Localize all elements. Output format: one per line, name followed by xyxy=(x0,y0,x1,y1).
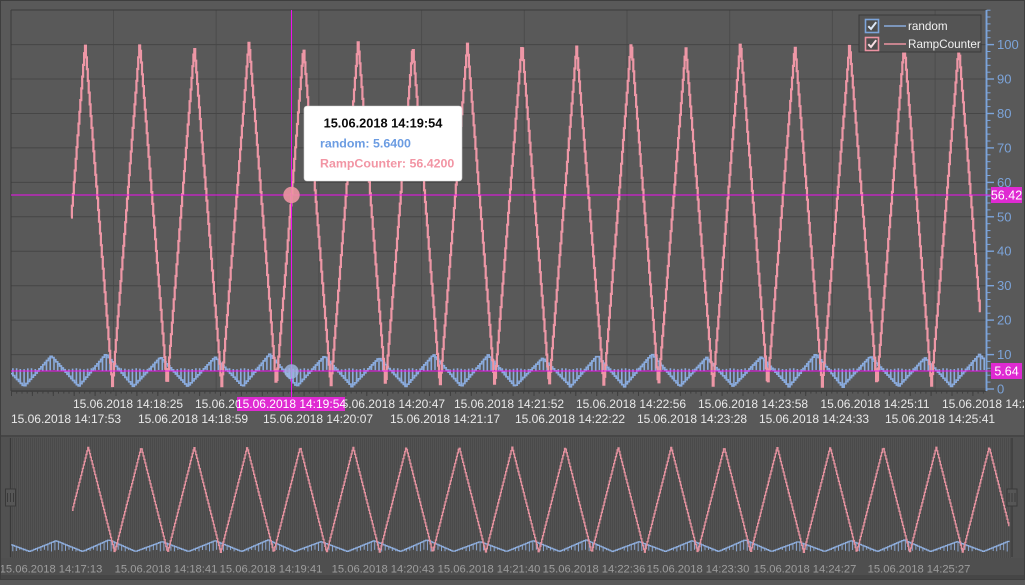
svg-text:15.06.2018 14:19:41: 15.06.2018 14:19:41 xyxy=(220,564,323,576)
svg-text:15.06.2018 14:20:43: 15.06.2018 14:20:43 xyxy=(332,564,435,576)
svg-text:5.64: 5.64 xyxy=(994,365,1018,379)
svg-text:70: 70 xyxy=(997,140,1011,155)
svg-text:40: 40 xyxy=(997,244,1011,259)
svg-text:15.06.2018 14:20:07: 15.06.2018 14:20:07 xyxy=(263,412,373,426)
svg-text:15.06.2018 14:23:28: 15.06.2018 14:23:28 xyxy=(637,412,747,426)
svg-text:random: random xyxy=(908,20,948,33)
svg-text:15.06.2018 14:25:11: 15.06.2018 14:25:11 xyxy=(820,397,930,411)
svg-text:15.06.2018 14:20:47: 15.06.2018 14:20:47 xyxy=(335,397,445,411)
svg-text:15.06.2018 14:17:53: 15.06.2018 14:17:53 xyxy=(11,412,121,426)
svg-text:15.06.2018 14:21:40: 15.06.2018 14:21:40 xyxy=(438,564,541,576)
svg-text:15.06.2018 14:21:52: 15.06.2018 14:21:52 xyxy=(454,397,564,411)
svg-text:15.06.2018 14:25:27: 15.06.2018 14:25:27 xyxy=(868,564,971,576)
svg-text:100: 100 xyxy=(997,37,1019,52)
svg-text:0: 0 xyxy=(997,382,1004,397)
svg-text:80: 80 xyxy=(997,106,1011,121)
svg-text:RampCounter: RampCounter xyxy=(908,38,981,51)
svg-text:15.06.2018 14:26:16: 15.06.2018 14:26:16 xyxy=(942,397,1025,411)
svg-text:10: 10 xyxy=(997,347,1011,362)
svg-text:15.06.2018 14:25:41: 15.06.2018 14:25:41 xyxy=(885,412,995,426)
svg-text:15.06.2018 14:19:54: 15.06.2018 14:19:54 xyxy=(324,116,444,131)
svg-text:20: 20 xyxy=(997,313,1011,328)
svg-text:15.06.2018 14:18:41: 15.06.2018 14:18:41 xyxy=(115,564,218,576)
svg-text:15.06.2018 14:18:25: 15.06.2018 14:18:25 xyxy=(73,397,183,411)
svg-text:15.06.2018 14:22:36: 15.06.2018 14:22:36 xyxy=(543,564,646,576)
svg-text:15.06.2018 14:23:58: 15.06.2018 14:23:58 xyxy=(698,397,808,411)
svg-text:15.06.2018 14:24:27: 15.06.2018 14:24:27 xyxy=(754,564,857,576)
svg-text:RampCounter: 56.4200: RampCounter: 56.4200 xyxy=(320,157,454,171)
svg-text:15.06.2018 14:19:54: 15.06.2018 14:19:54 xyxy=(236,397,346,411)
svg-text:15.06.2018 14:22:56: 15.06.2018 14:22:56 xyxy=(576,397,686,411)
svg-text:90: 90 xyxy=(997,72,1011,87)
svg-text:15.06.2018 14:23:30: 15.06.2018 14:23:30 xyxy=(647,564,750,576)
svg-text:15.06.2018 14:22:22: 15.06.2018 14:22:22 xyxy=(515,412,625,426)
svg-text:15.06.2018 14:18:59: 15.06.2018 14:18:59 xyxy=(138,412,248,426)
svg-text:56.42: 56.42 xyxy=(991,189,1022,203)
svg-text:15.06.2018 14:24:33: 15.06.2018 14:24:33 xyxy=(759,412,869,426)
svg-text:60: 60 xyxy=(997,175,1011,190)
svg-text:15.06.2018 14:17:13: 15.06.2018 14:17:13 xyxy=(0,564,102,576)
svg-text:50: 50 xyxy=(997,209,1011,224)
svg-text:random: 5.6400: random: 5.6400 xyxy=(320,137,411,151)
svg-text:15.06.2018 14:21:17: 15.06.2018 14:21:17 xyxy=(390,412,500,426)
svg-text:30: 30 xyxy=(997,278,1011,293)
